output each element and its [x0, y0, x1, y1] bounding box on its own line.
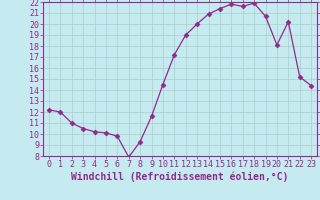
- X-axis label: Windchill (Refroidissement éolien,°C): Windchill (Refroidissement éolien,°C): [71, 172, 289, 182]
